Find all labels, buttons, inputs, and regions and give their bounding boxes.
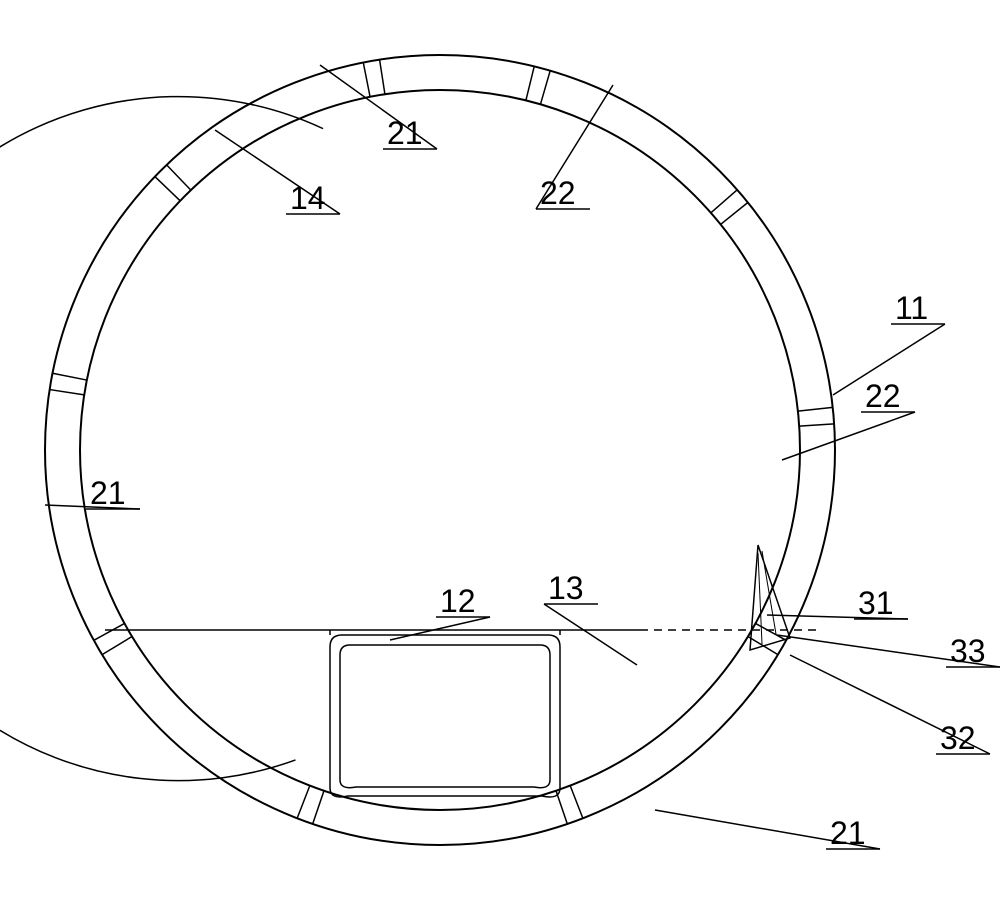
callout-label: 13 — [548, 570, 584, 607]
callout-label: 12 — [440, 583, 476, 620]
callout-label: 11 — [895, 290, 928, 327]
callout-label: 31 — [858, 585, 894, 622]
callout-label: 33 — [950, 633, 986, 670]
callout-label: 22 — [540, 175, 576, 212]
callout-label: 21 — [830, 815, 866, 852]
callout-label: 21 — [387, 115, 423, 152]
technical-diagram — [0, 0, 1000, 900]
callout-label: 22 — [865, 378, 901, 415]
callout-label: 14 — [290, 180, 326, 217]
diagram-container — [0, 0, 1000, 900]
callout-label: 32 — [940, 720, 976, 757]
callout-label: 21 — [90, 475, 126, 512]
